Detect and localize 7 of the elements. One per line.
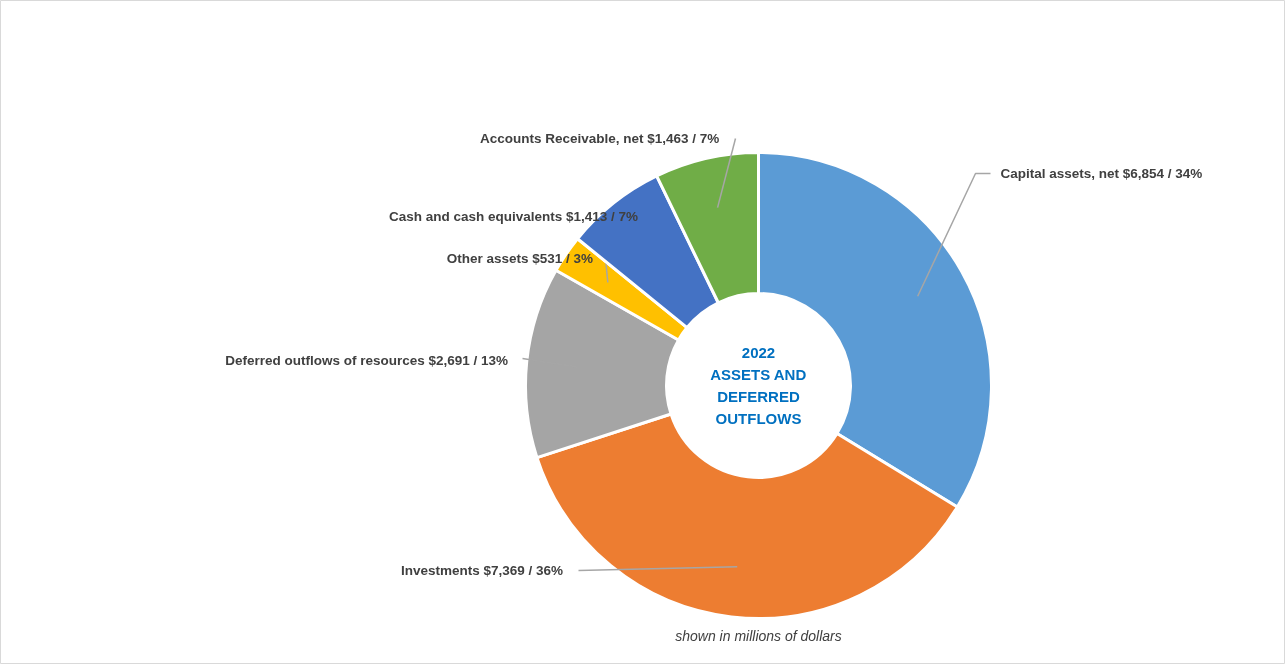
slice-label: Capital assets, net $6,854 / 34% [1000,166,1203,181]
slice-label: Other assets $531 / 3% [446,251,593,266]
slice-label: Deferred outflows of resources $2,691 / 13% [225,353,509,368]
slice-label: Accounts Receivable, net $1,463 / 7% [479,131,720,146]
text: shown in millions of dollars [675,627,842,644]
slice-label: Investments $7,369 / 36% [400,563,563,578]
text: 2022 ASSETS AND DEFERRED OUTFLOWS [710,343,807,427]
